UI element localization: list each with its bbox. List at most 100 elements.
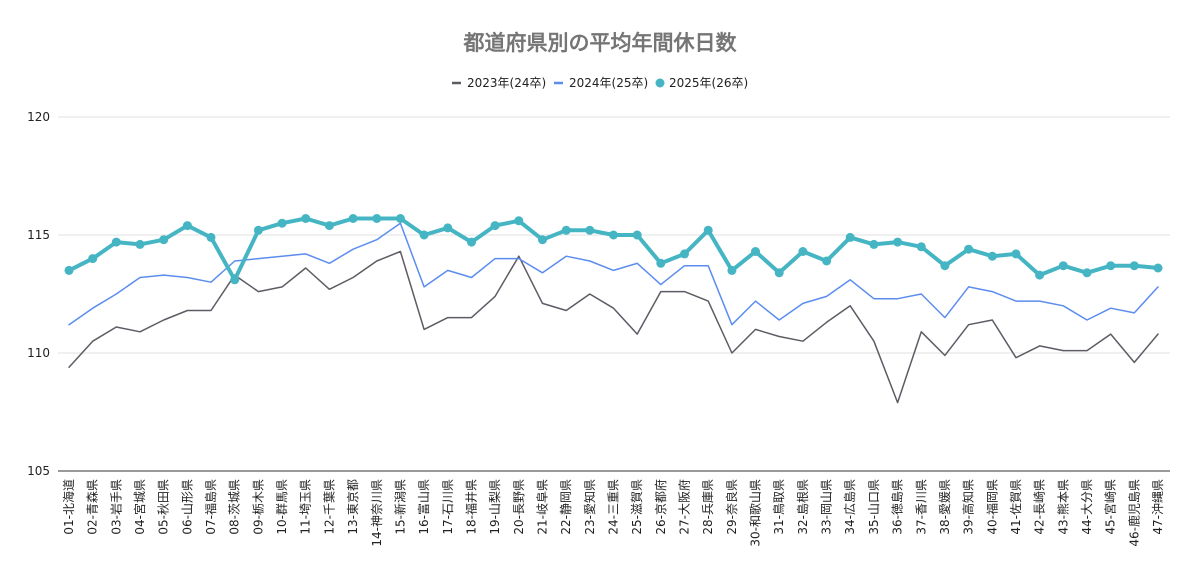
x-tick-label: 31-鳥取県: [771, 479, 786, 535]
x-tick-label: 18-福井県: [463, 479, 478, 535]
data-point: [372, 214, 382, 223]
y-tick-label: 120: [27, 110, 50, 124]
x-tick-label: 29-奈良県: [724, 479, 739, 535]
x-tick-label: 45-宮崎県: [1103, 479, 1118, 535]
series-line: [68, 250, 1159, 404]
x-tick-label: 47-沖縄県: [1150, 479, 1165, 535]
data-point: [206, 232, 216, 242]
data-point: [348, 214, 358, 223]
x-tick-label: 43-熊本県: [1055, 479, 1070, 535]
data-point: [490, 221, 500, 231]
legend-marker: [655, 78, 665, 88]
data-point: [727, 265, 737, 275]
data-point: [869, 239, 879, 249]
data-point: [467, 237, 476, 247]
legend-label: 2023年(24卒): [467, 76, 546, 90]
x-tick-label: 34-広島県: [842, 479, 857, 535]
legend: 2023年(24卒) 2024年(25卒) 2025年(26卒): [452, 76, 748, 90]
x-tick-label: 26-京都府: [653, 479, 668, 535]
data-point: [798, 247, 808, 256]
data-point: [111, 237, 121, 247]
x-tick-label: 46-鹿児島県: [1126, 479, 1141, 547]
data-point: [561, 225, 571, 235]
x-tick-label: 17-石川県: [441, 479, 455, 535]
x-tick-label: 42-長崎県: [1033, 479, 1047, 535]
series-3: [64, 214, 1163, 285]
data-point: [632, 230, 642, 240]
x-tick-label: 37-香川県: [914, 479, 928, 535]
x-tick-label: 09-栃木県: [251, 479, 265, 535]
x-tick-label: 21-岐阜県: [535, 479, 549, 535]
series-group: [64, 214, 1163, 404]
data-point: [514, 216, 524, 226]
data-point: [419, 230, 429, 240]
data-point: [277, 218, 287, 228]
x-tick-label: 04-宮城県: [132, 479, 147, 535]
x-tick-label: 38-愛媛県: [938, 479, 952, 535]
y-tick-label: 115: [27, 228, 50, 242]
x-tick-label: 22-静岡県: [559, 479, 573, 535]
data-point: [301, 214, 311, 223]
x-tick-label: 03-岩手県: [108, 479, 123, 535]
x-tick-label: 13-東京都: [346, 479, 360, 535]
data-point: [159, 235, 169, 245]
data-point: [656, 258, 666, 268]
data-point: [774, 268, 784, 278]
x-tick-label: 20-長野県: [512, 479, 526, 535]
x-tick-label: 02-青森県: [85, 479, 100, 535]
data-point: [893, 237, 903, 247]
data-point: [916, 242, 926, 252]
x-tick-label: 16-富山県: [416, 479, 431, 535]
series-line: [68, 222, 1159, 326]
x-tick-label: 11-埼玉県: [299, 479, 313, 535]
x-tick-label: 01-北海道: [61, 479, 76, 535]
y-axis: 105 110 115 120: [27, 110, 50, 478]
x-tick-label: 27-大阪府: [677, 479, 692, 535]
data-point: [324, 221, 334, 231]
gridlines: [58, 116, 1170, 472]
legend-item: 2025年(26卒): [655, 76, 748, 90]
data-point: [253, 225, 263, 235]
series-1: [68, 250, 1159, 404]
data-point: [64, 265, 74, 275]
data-point: [703, 225, 713, 235]
data-point: [395, 214, 405, 223]
data-point: [845, 232, 855, 242]
data-point: [1153, 263, 1163, 273]
x-tick-label: 23-愛知県: [583, 479, 597, 535]
x-tick-label: 33-岡山県: [820, 479, 834, 535]
x-tick-label: 12-千葉県: [322, 479, 336, 535]
x-tick-label: 05-秋田県: [157, 479, 171, 535]
x-tick-label: 36-徳島県: [890, 479, 905, 535]
x-tick-label: 39-高知県: [961, 479, 976, 535]
x-tick-label: 08-茨城県: [228, 479, 242, 535]
data-point: [609, 230, 618, 240]
data-point: [1058, 261, 1068, 271]
x-tick-label: 28-兵庫県: [701, 479, 715, 535]
chart-title: 都道府県別の平均年間休日数: [463, 31, 738, 55]
x-tick-label: 30-和歌山県: [748, 479, 763, 547]
data-point: [88, 254, 98, 264]
x-tick-label: 14-神奈川県: [370, 479, 384, 547]
data-point: [585, 225, 595, 235]
data-point: [182, 221, 192, 231]
x-tick-label: 44-大分県: [1080, 479, 1094, 535]
data-point: [680, 249, 689, 259]
x-axis: 01-北海道 02-青森県 03-岩手県 04-宮城県 05-秋田県 06-山形県 07-福…: [61, 479, 1165, 547]
x-tick-label: 15-新潟県: [392, 479, 407, 535]
data-point: [940, 261, 950, 271]
legend-label: 2024年(25卒): [569, 76, 648, 90]
data-point: [230, 275, 240, 285]
y-tick-label: 110: [27, 346, 50, 360]
x-tick-label: 10-群馬県: [275, 479, 289, 535]
x-tick-label: 19-山梨県: [488, 479, 502, 535]
x-tick-label: 06-山形県: [180, 479, 194, 535]
data-point: [1035, 270, 1045, 280]
legend-item: 2023年(24卒): [452, 76, 546, 90]
x-tick-label: 35-山口県: [867, 479, 881, 535]
legend-item: 2024年(25卒): [554, 76, 648, 90]
data-point: [964, 244, 974, 254]
x-tick-label: 07-福島県: [203, 479, 218, 535]
data-point: [1011, 249, 1021, 259]
